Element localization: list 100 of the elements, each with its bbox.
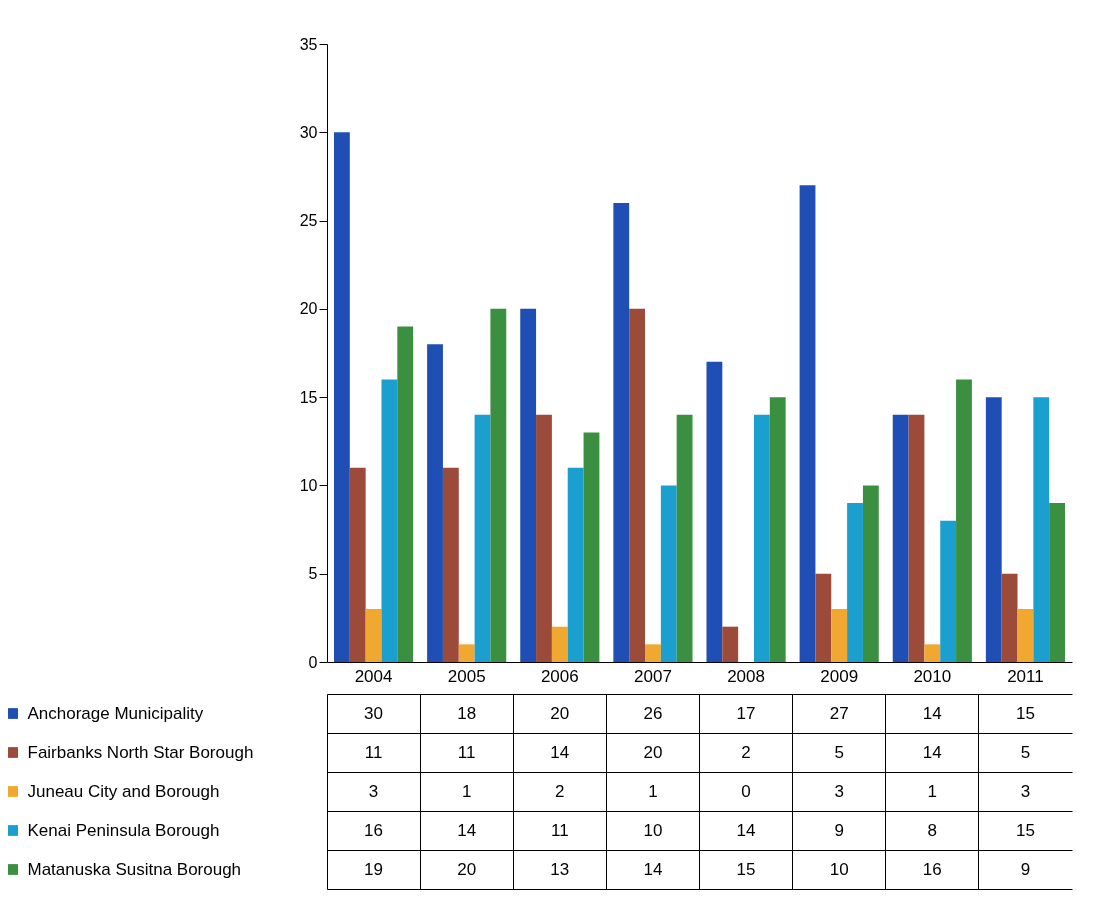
bar [474, 414, 491, 662]
data-label: 10 [829, 859, 849, 879]
data-label: 5 [1020, 742, 1031, 762]
y-tick-label: 10 [299, 476, 318, 494]
data-label: 2 [555, 781, 565, 801]
bar [908, 414, 925, 662]
legend-label: Kenai Peninsula Borough [27, 820, 220, 840]
x-tick-label: 2008 [727, 666, 765, 686]
data-label: 30 [364, 703, 384, 723]
data-label: 2 [741, 742, 751, 762]
x-tick-label: 2009 [820, 666, 859, 686]
bar [583, 432, 600, 662]
data-label: 27 [829, 703, 849, 723]
y-tick-label: 35 [299, 35, 318, 53]
bar [536, 414, 552, 662]
bar [753, 414, 770, 662]
bar [676, 414, 693, 662]
bar [613, 202, 630, 662]
data-label: 10 [643, 820, 663, 840]
x-tick-label: 2010 [913, 666, 952, 686]
data-label: 1 [648, 781, 658, 801]
data-label: 26 [643, 703, 663, 723]
bar [645, 644, 661, 662]
bar [706, 361, 723, 662]
data-label: 1 [461, 781, 472, 801]
data-label: 20 [457, 859, 477, 879]
data-label: 8 [927, 820, 938, 840]
bar [427, 344, 443, 662]
data-label: 20 [643, 742, 663, 762]
y-tick-label: 30 [299, 123, 318, 141]
x-tick-label: 2006 [540, 666, 579, 686]
bar [831, 609, 848, 662]
y-tick-label: 15 [299, 388, 318, 406]
bar [985, 397, 1002, 662]
data-label: 15 [1015, 820, 1035, 840]
bar [551, 626, 568, 662]
data-label: 14 [457, 820, 477, 840]
data-label: 11 [550, 820, 569, 840]
bar [1017, 609, 1034, 662]
y-tick-label: 25 [299, 212, 318, 230]
bar [333, 132, 350, 662]
legend-label: Matanuska Susitna Borough [27, 859, 242, 879]
data-label: 9 [834, 820, 844, 840]
bar [924, 644, 941, 662]
legend-label: Fairbanks North Star Borough [27, 742, 254, 762]
data-label: 15 [736, 859, 756, 879]
bar [660, 485, 677, 662]
bar [490, 308, 507, 662]
bar [365, 609, 382, 662]
data-label: 11 [457, 742, 476, 762]
bar [799, 185, 816, 662]
data-label: 16 [364, 820, 384, 840]
bar [1001, 573, 1018, 662]
bar [940, 520, 957, 662]
bar [1033, 397, 1050, 662]
y-tick-label: 20 [299, 300, 318, 318]
bar [1049, 503, 1066, 662]
bar [381, 379, 398, 662]
bar [520, 308, 537, 662]
data-label: 14 [922, 703, 942, 723]
data-label: 14 [736, 820, 756, 840]
data-label: 20 [550, 703, 570, 723]
x-tick-label: 2011 [1007, 666, 1044, 686]
bar [349, 467, 366, 662]
legend-label: Anchorage Municipality [27, 703, 204, 723]
x-tick-label: 2005 [447, 666, 486, 686]
data-label: 11 [364, 742, 383, 762]
bar [862, 485, 879, 662]
x-tick-label: 2004 [354, 666, 393, 686]
y-tick-label: 5 [308, 565, 318, 583]
data-label: 1 [927, 781, 938, 801]
data-label: 14 [550, 742, 570, 762]
y-tick-label: 0 [308, 653, 318, 671]
data-label: 5 [834, 742, 844, 762]
bar [442, 467, 459, 662]
data-label: 13 [550, 859, 570, 879]
data-label: 0 [741, 781, 751, 801]
bar [722, 626, 739, 662]
bar [769, 397, 786, 662]
legend-label: Juneau City and Borough [27, 781, 220, 801]
data-label: 3 [368, 781, 379, 801]
data-label: 14 [643, 859, 663, 879]
bar [629, 308, 646, 662]
bar [397, 326, 414, 662]
data-label: 15 [1015, 703, 1035, 723]
bar [458, 644, 475, 662]
data-label: 16 [922, 859, 942, 879]
bar [892, 414, 909, 662]
bar [847, 503, 863, 662]
data-label: 3 [834, 781, 844, 801]
data-label: 19 [364, 859, 384, 879]
bar [956, 379, 972, 662]
data-label: 9 [1020, 859, 1031, 879]
bar [815, 573, 832, 662]
data-label: 3 [1020, 781, 1031, 801]
data-label: 14 [922, 742, 942, 762]
x-tick-label: 2007 [634, 666, 672, 686]
data-label: 18 [457, 703, 477, 723]
bar [567, 467, 584, 662]
data-label: 17 [736, 703, 756, 723]
